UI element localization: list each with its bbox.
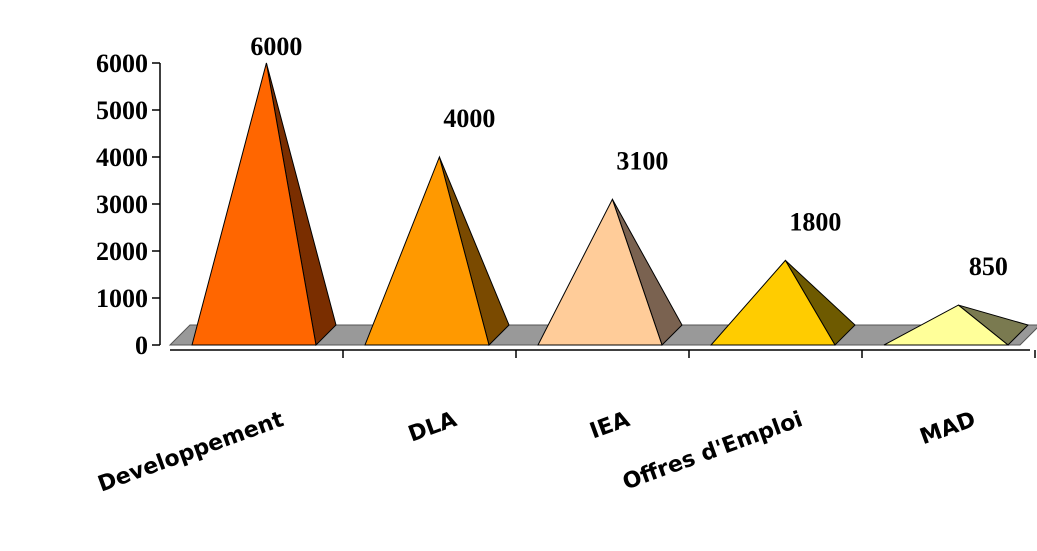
- y-tick-label: 3000: [96, 190, 148, 219]
- y-tick-label: 6000: [96, 49, 148, 78]
- data-label: 4000: [443, 104, 495, 133]
- category-label: Offres d'Emploi: [619, 407, 806, 495]
- pyramid-bar: [709, 259, 856, 346]
- data-labels: 6000 4000 3100 1800 850: [250, 32, 1008, 281]
- data-label: 850: [969, 252, 1008, 281]
- pyramid-bar: [191, 62, 337, 347]
- pyramid-bar: [537, 198, 683, 346]
- category-label: Developpement: [95, 407, 288, 498]
- category-label: MAD: [917, 407, 979, 450]
- y-tick-label: 1000: [96, 284, 148, 313]
- y-tick-label: 0: [135, 331, 148, 360]
- pyramid-bar: [883, 304, 1029, 346]
- y-axis: 0 1000 2000 3000 4000 5000 6000: [96, 49, 1036, 360]
- pyramid-front-face: [537, 198, 663, 346]
- y-tick-label: 2000: [96, 237, 148, 266]
- pyramid-front-face: [191, 62, 317, 346]
- category-label: DLA: [405, 407, 460, 447]
- pyramid-front-face: [883, 304, 1010, 346]
- data-label: 6000: [250, 32, 302, 61]
- category-label: IEA: [587, 407, 633, 444]
- pyramid-bars: [191, 62, 1029, 347]
- y-tick-label: 4000: [96, 143, 148, 172]
- pyramid-bar: [364, 155, 510, 346]
- data-label: 1800: [789, 207, 841, 236]
- y-tick-label: 5000: [96, 96, 148, 125]
- pyramid-front-face: [364, 155, 490, 346]
- data-label: 3100: [616, 146, 668, 175]
- pyramid-front-face: [709, 259, 836, 346]
